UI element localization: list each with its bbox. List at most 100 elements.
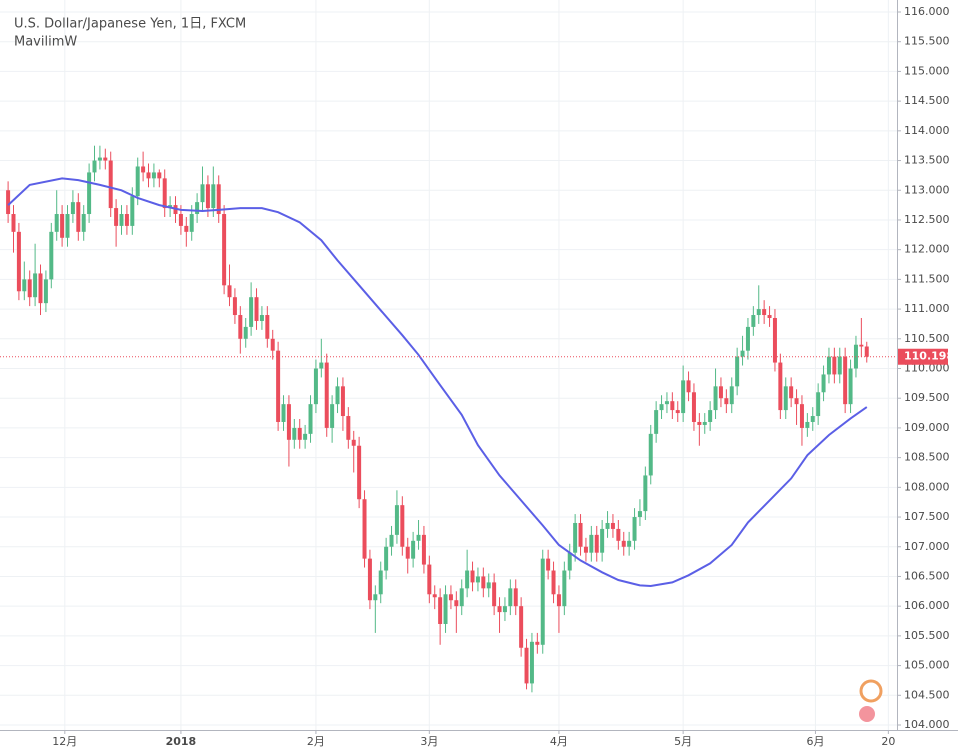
- candle-body: [389, 534, 394, 547]
- x-tick-label: 4月: [550, 735, 568, 748]
- candle-body: [470, 570, 475, 583]
- candle-body: [492, 582, 497, 607]
- candle-body: [513, 588, 518, 607]
- candle-body: [691, 392, 696, 422]
- candle-body: [551, 570, 556, 595]
- y-tick-label: 115.000: [904, 64, 950, 77]
- candle-body: [43, 279, 48, 304]
- candle-body: [195, 202, 200, 215]
- candle-body: [238, 315, 243, 339]
- candle-body: [222, 214, 227, 286]
- candle-body: [416, 534, 421, 541]
- y-tick-label: 111.000: [904, 302, 950, 315]
- candle-body: [346, 416, 351, 440]
- candle-body: [659, 404, 664, 411]
- y-tick-label: 106.000: [904, 599, 950, 612]
- x-tick-label: 5月: [674, 735, 692, 748]
- candle-body: [232, 297, 237, 316]
- candle-body: [243, 326, 248, 339]
- candle-body: [502, 606, 507, 613]
- candle-body: [87, 172, 92, 215]
- candle-body: [821, 374, 826, 393]
- candle-body: [308, 404, 313, 434]
- candle-body: [124, 214, 129, 226]
- candle-body: [319, 362, 324, 369]
- candle-body: [292, 427, 297, 440]
- y-tick-label: 110.500: [904, 332, 950, 345]
- candle-body: [810, 416, 815, 422]
- candle-body: [303, 433, 308, 440]
- candle-body: [594, 534, 599, 553]
- candle-body: [729, 386, 734, 405]
- candle-body: [664, 401, 669, 405]
- candle-body: [162, 178, 167, 209]
- candle-body: [448, 594, 453, 601]
- candle-body: [11, 214, 16, 232]
- candle-body: [600, 528, 605, 553]
- candle-body: [643, 475, 648, 512]
- candle-body: [497, 606, 502, 613]
- candle-body: [157, 172, 162, 179]
- candle-body: [367, 558, 372, 601]
- chart-title: U.S. Dollar/Japanese Yen, 1日, FXCM: [14, 17, 246, 32]
- legend-entry: MavilimW: [14, 35, 77, 50]
- candle-body: [529, 641, 534, 684]
- candle-body: [686, 380, 691, 393]
- candle-body: [227, 285, 232, 298]
- y-tick-label: 110.000: [904, 362, 950, 375]
- candle-body: [713, 386, 718, 411]
- candle-body: [249, 297, 254, 327]
- candle-body: [216, 184, 221, 215]
- candle-body: [22, 279, 27, 292]
- candle-body: [540, 558, 545, 645]
- candle-body: [826, 356, 831, 375]
- candle-body: [767, 315, 772, 318]
- widget-icons: [859, 679, 883, 722]
- candle-body: [648, 433, 653, 476]
- candle-body: [794, 398, 799, 405]
- y-tick-label: 109.500: [904, 391, 950, 404]
- candle-body: [70, 202, 75, 215]
- candle-body: [751, 315, 756, 327]
- y-tick-label: 107.000: [904, 540, 950, 553]
- candle-body: [756, 309, 761, 316]
- candle-body: [357, 445, 362, 500]
- x-tick-label: 12月: [52, 735, 77, 748]
- candle-body: [740, 350, 745, 357]
- candle-body: [270, 338, 275, 351]
- candle-body: [519, 606, 524, 648]
- candle-body: [421, 534, 426, 565]
- candle-body: [411, 540, 416, 559]
- candle-body: [837, 356, 842, 375]
- x-tick-label: 2018: [166, 735, 197, 748]
- candle-body: [400, 505, 405, 547]
- candle-body: [432, 594, 437, 598]
- candle-body: [254, 297, 259, 321]
- candle-body: [54, 214, 59, 232]
- plot: [0, 145, 897, 693]
- candle-body: [627, 540, 632, 547]
- candle-body: [151, 172, 156, 179]
- y-tick-label: 107.500: [904, 510, 950, 523]
- candle-body: [583, 546, 588, 553]
- candle-body: [189, 214, 194, 232]
- y-tick-label: 106.500: [904, 569, 950, 582]
- candle-body: [864, 346, 869, 357]
- last-price-box: [898, 348, 948, 365]
- candle-body: [475, 576, 480, 583]
- candle-body: [405, 546, 410, 559]
- candle-body: [481, 576, 486, 589]
- y-tick-label: 113.500: [904, 154, 950, 167]
- candle-body: [297, 427, 302, 440]
- candle-body: [724, 398, 729, 405]
- x-tick-label: 20: [881, 735, 895, 748]
- candle-body: [443, 594, 448, 624]
- candle-body: [200, 184, 205, 203]
- candle-body: [654, 410, 659, 434]
- axes: 104.000 104.500 105.000 105.500 106.000 106.5…: [52, 5, 954, 748]
- candle-body: [362, 499, 367, 559]
- candle-body: [697, 421, 702, 425]
- x-tick-label: 3月: [420, 735, 438, 748]
- icon: [859, 679, 883, 703]
